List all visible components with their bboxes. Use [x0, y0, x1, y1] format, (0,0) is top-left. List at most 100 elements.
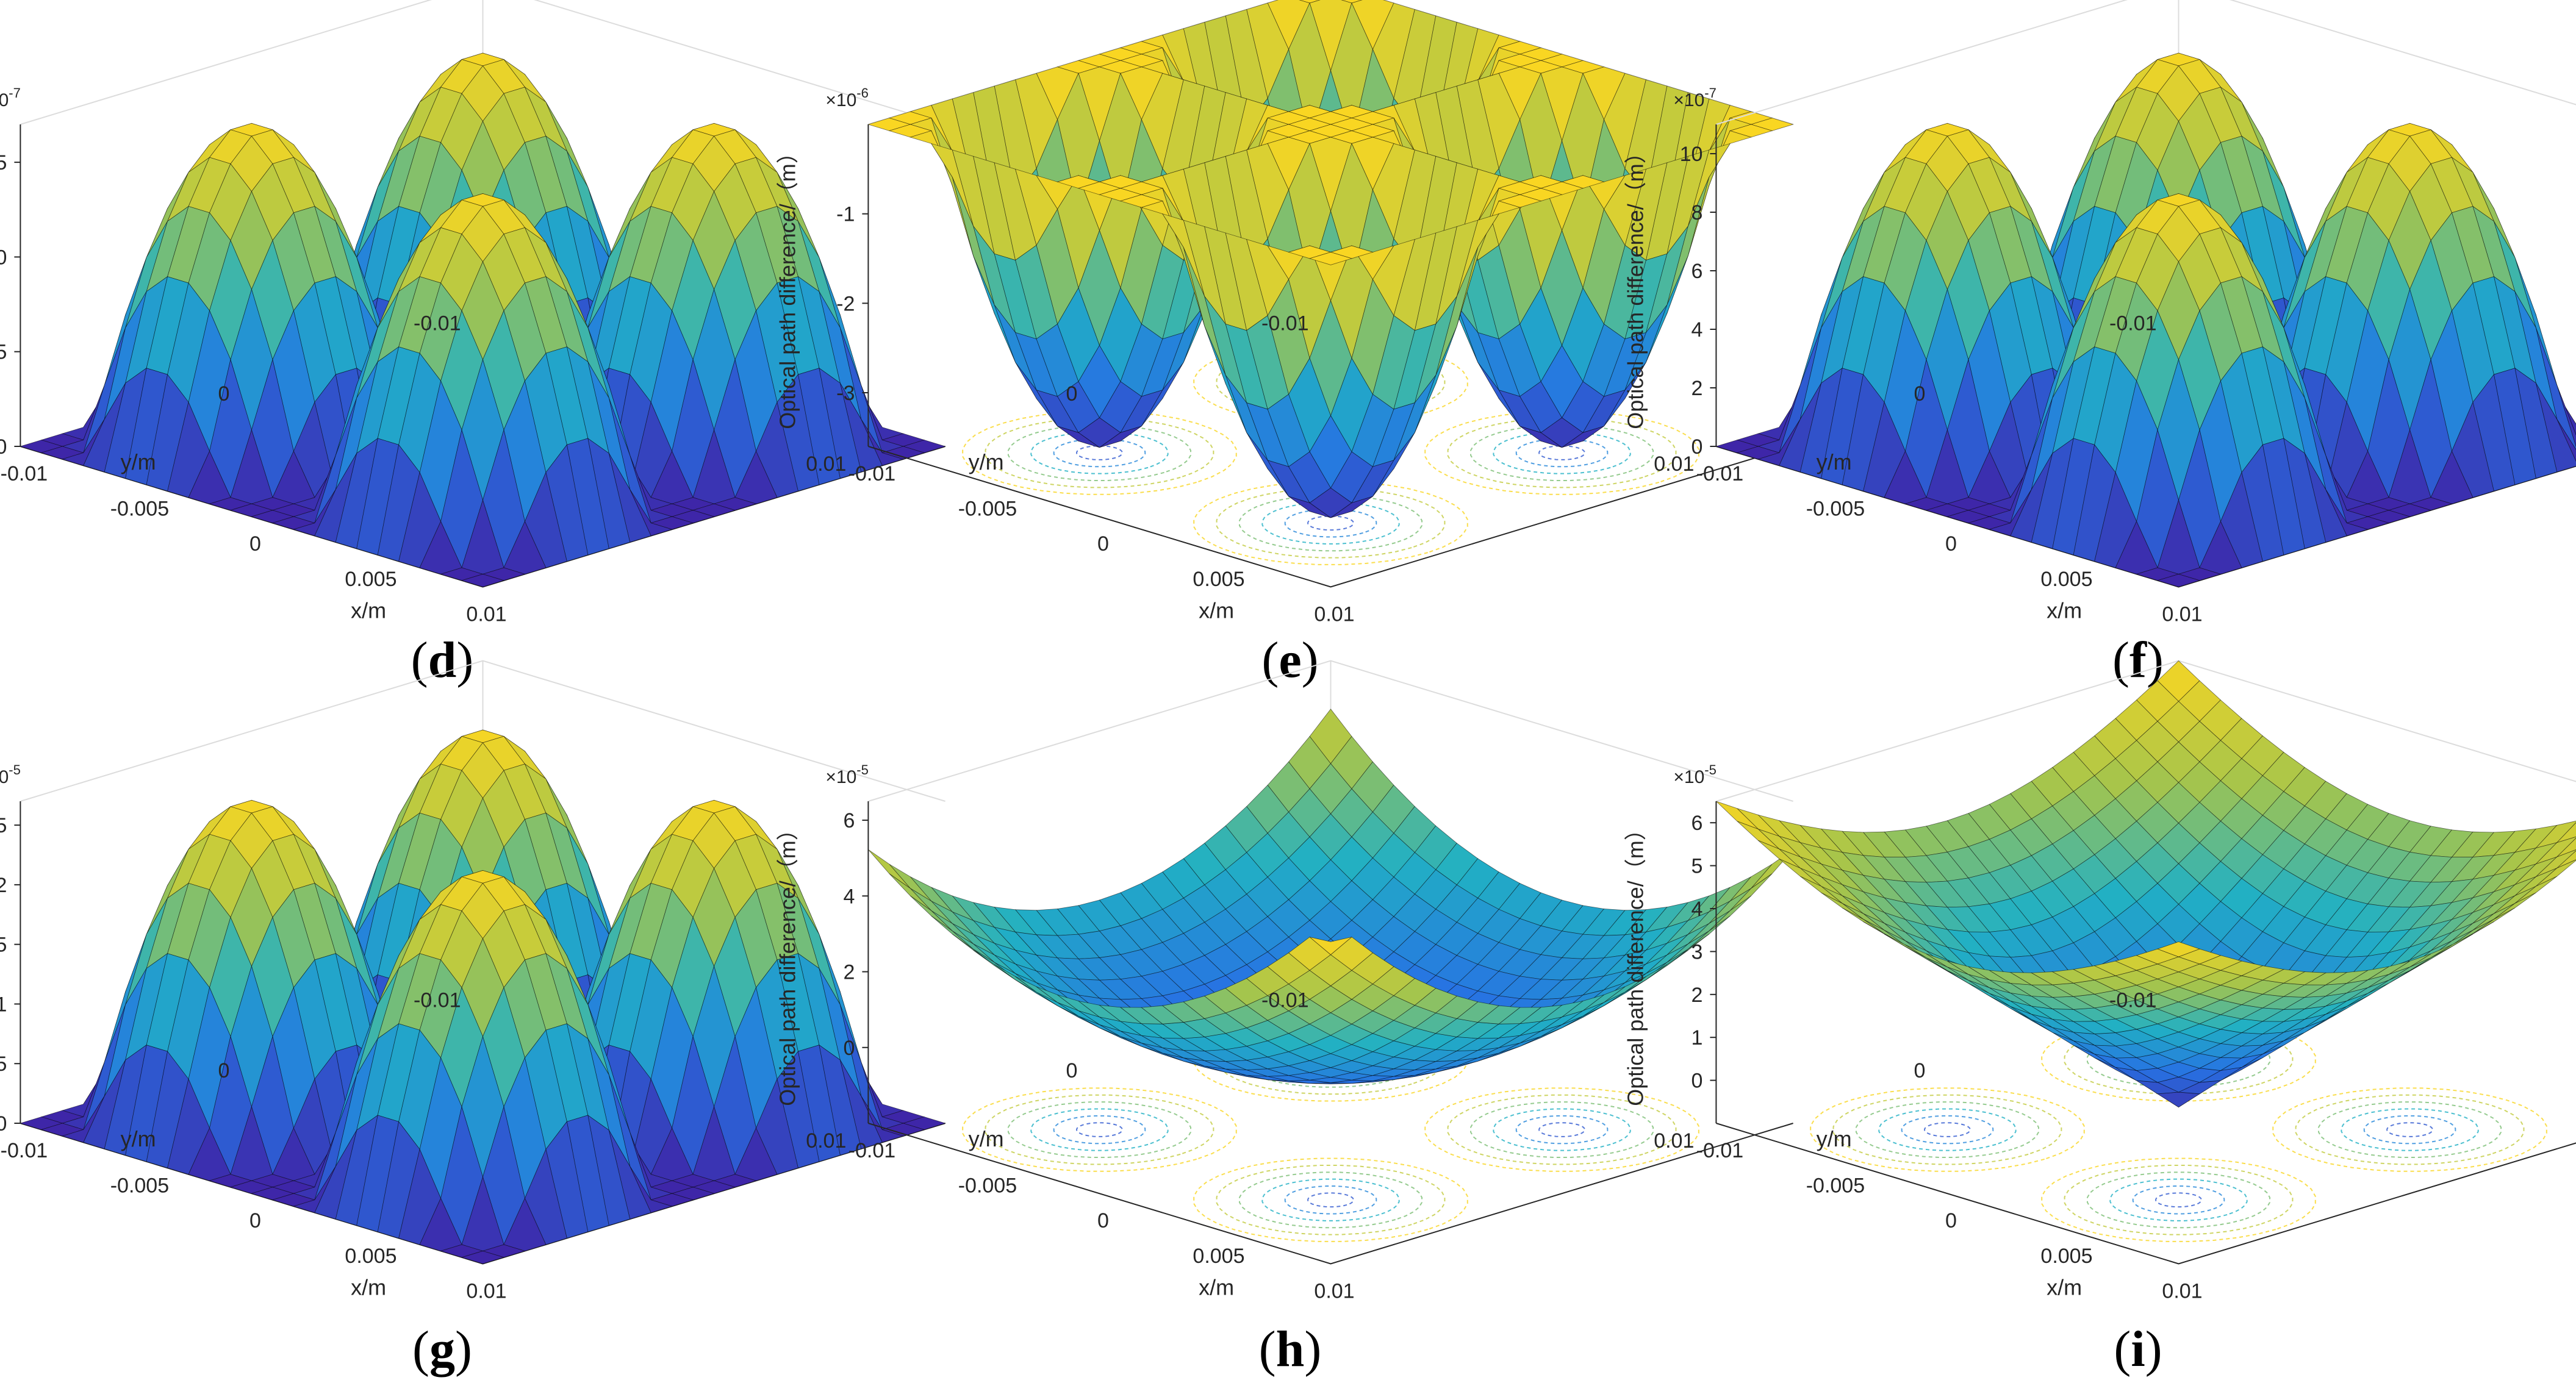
z-tick-label: 2: [1691, 377, 1702, 400]
contour-ring: [2363, 1115, 2456, 1145]
exponent-label: ×10-7: [1673, 85, 1716, 110]
contour-ring: [1855, 1101, 2039, 1159]
panel-i: 0 1 2 3 4 5 6 ×10-5 -0.01 -0.005 0 0.005 0.01 0.01 0 -0…: [1623, 660, 2576, 1378]
x-tick-label: 0.005: [1193, 1245, 1244, 1268]
z-tick-label: 4: [843, 885, 855, 908]
contour-ring: [2272, 1087, 2547, 1172]
z-tick-label: 1.5: [0, 934, 7, 957]
z-tick-label: 4: [1691, 318, 1702, 341]
z-tick-label: 0: [0, 1112, 7, 1135]
contour-ring: [1538, 1122, 1585, 1137]
y-axis-label: y/m: [1817, 449, 1852, 474]
exponent-power: -5: [9, 762, 21, 777]
panel-caption: (i): [2114, 1321, 2162, 1378]
surface-patch: [868, 849, 911, 889]
panel-caption: (e): [1261, 632, 1318, 688]
x-axis-label: x/m: [2047, 1274, 2082, 1299]
caption-letter: g: [429, 1321, 455, 1378]
y-tick-label: 0: [1066, 382, 1078, 406]
contour-ring: [2295, 1094, 2525, 1165]
contour-ring: [1307, 1192, 1354, 1208]
z-tick-label: 5: [0, 341, 7, 364]
caption-open: (: [411, 632, 428, 688]
z-tick-label: -1: [836, 203, 855, 226]
x-axis-label: x/m: [351, 598, 386, 623]
x-tick-label: 0.01: [466, 602, 506, 626]
caption-letter: e: [1279, 632, 1301, 688]
exponent-power: -5: [856, 762, 869, 777]
contour-ring: [1076, 1122, 1123, 1137]
x-tick-label: 0.01: [1314, 602, 1354, 626]
y-tick-label: 0: [1066, 1059, 1078, 1082]
z-tick-label: 8: [1691, 201, 1702, 224]
surface-patch: [461, 574, 505, 587]
contour-ring: [1238, 495, 1423, 552]
x-tick-label: -0.01: [1, 1139, 48, 1162]
panel-d: 051015×10-7-0.01-0.00500.0050.010.010-0.…: [0, 0, 946, 688]
z-tick-label: 2.5: [0, 814, 7, 837]
y-tick-label: 0: [218, 1059, 230, 1082]
z-axis-label: Optical path difference/（m）: [775, 141, 800, 429]
x-axis-label: x/m: [1199, 598, 1234, 623]
x-tick-label: -0.01: [1, 462, 48, 485]
contour-ring: [1030, 431, 1169, 474]
x-tick-label: 0.01: [1314, 1279, 1354, 1303]
contour-ring: [1261, 1178, 1400, 1221]
z-tick-label: -2: [836, 292, 855, 315]
y-tick-label: -0.01: [2109, 989, 2157, 1012]
z-tick-label: 6: [1691, 260, 1702, 283]
y-axis-label: y/m: [121, 449, 156, 474]
base-axes: [868, 446, 1793, 588]
z-tick-label: 2: [1691, 984, 1702, 1007]
exponent-label: ×10-5: [0, 762, 21, 787]
caption-letter: d: [428, 632, 457, 688]
y-tick-label: 0.01: [1654, 1129, 1694, 1153]
contour-ring: [2155, 1192, 2202, 1208]
contour-ring: [1193, 340, 1468, 425]
panel-caption: (f): [2112, 632, 2164, 688]
x-axis-label: x/m: [351, 1274, 386, 1299]
exponent-label: ×10-6: [825, 85, 868, 110]
x-tick-label: -0.005: [958, 1174, 1017, 1198]
contour-ring: [962, 410, 1237, 495]
y-tick-label: 0: [218, 382, 230, 406]
contour-ring: [1470, 424, 1654, 482]
contour-ring: [1424, 410, 1699, 495]
contour-ring: [1076, 445, 1123, 460]
contour-ring: [2132, 1185, 2225, 1215]
z-tick-label: 0: [1691, 1070, 1702, 1093]
y-tick-label: 0: [1914, 382, 1926, 406]
z-tick-label: 4: [1691, 898, 1702, 921]
panel-f: 0246810×10-7-0.01-0.00500.0050.010.010-0…: [1623, 0, 2576, 688]
surface-patch: [2156, 574, 2201, 587]
x-tick-label: -0.01: [1696, 462, 1744, 485]
x-tick-label: 0: [1097, 532, 1109, 556]
y-tick-label: 0.01: [806, 1129, 846, 1153]
contour-ring: [1493, 1108, 1631, 1151]
contour-ring: [1284, 1185, 1377, 1215]
x-tick-label: 0.005: [345, 568, 396, 591]
z-tick-label: 2: [0, 874, 7, 897]
x-tick-label: -0.01: [849, 1139, 896, 1162]
contour-ring: [2109, 1178, 2248, 1221]
contour-ring: [1832, 1094, 2062, 1165]
caption-letter: f: [2129, 632, 2147, 688]
contour-ring: [1901, 1115, 1994, 1145]
x-tick-label: -0.01: [1696, 1139, 1744, 1162]
y-tick-label: 0: [1914, 1059, 1926, 1082]
z-tick-label: 3: [1691, 940, 1702, 963]
contour-ring: [1030, 1108, 1169, 1151]
contour-ring: [1447, 417, 1677, 488]
panel-caption: (g): [412, 1321, 472, 1378]
contour-ring: [1307, 515, 1354, 531]
x-axis-label: x/m: [2047, 598, 2082, 623]
contour-ring: [2318, 1101, 2502, 1159]
z-tick-label: 6: [1691, 812, 1702, 835]
contour-ring: [1193, 1157, 1468, 1242]
x-tick-label: 0.005: [1193, 568, 1244, 591]
x-tick-label: -0.005: [1806, 1174, 1865, 1198]
z-tick-label: 0: [843, 1037, 855, 1060]
contour-ring: [1007, 424, 1191, 482]
y-axis-label: y/m: [1817, 1126, 1852, 1151]
